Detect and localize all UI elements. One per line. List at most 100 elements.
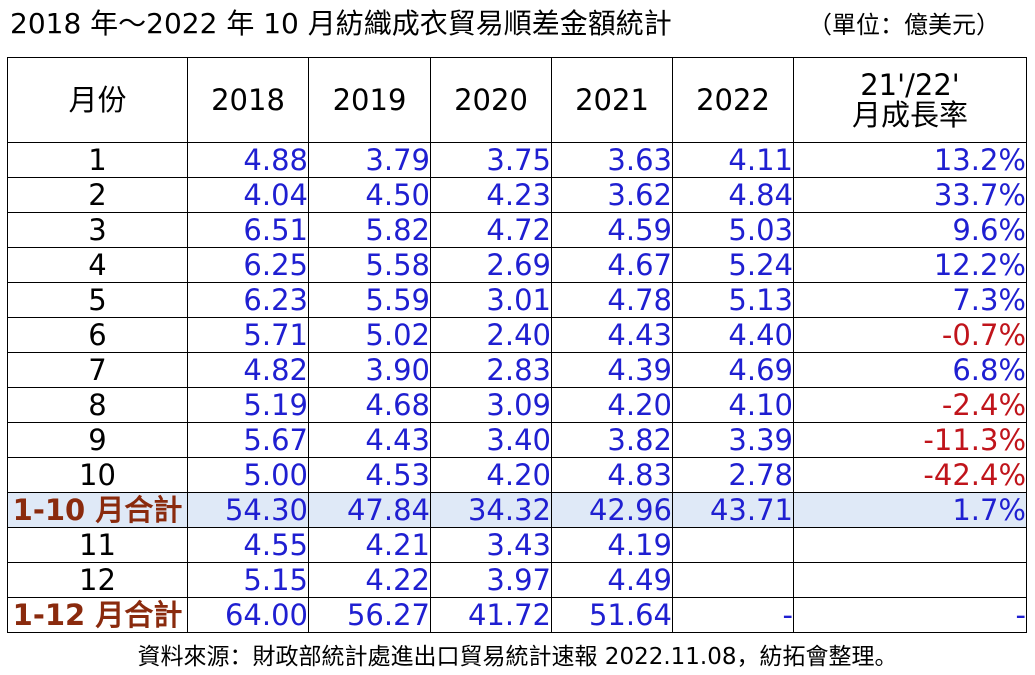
table-row: 3 6.51 5.82 4.72 4.59 5.03 9.6% — [7, 212, 1027, 248]
value-cell-2018: 4.82 — [187, 352, 309, 388]
month-cell: 7 — [7, 352, 188, 388]
value-cell-2019: 3.79 — [308, 142, 431, 178]
value-cell-2019: 47.84 — [308, 492, 431, 528]
value-cell-2022: 43.71 — [672, 492, 794, 528]
month-cell: 9 — [7, 422, 188, 458]
value-cell-2020: 3.75 — [430, 142, 552, 178]
value-cell-2019: 5.82 — [308, 212, 431, 248]
col-header-2020: 2020 — [430, 57, 552, 143]
growth-cell — [793, 527, 1027, 563]
value-cell-2021: 4.43 — [551, 317, 673, 353]
value-cell-2022 — [672, 562, 794, 598]
value-cell-2021: 3.82 — [551, 422, 673, 458]
month-cell: 12 — [7, 562, 188, 598]
month-cell: 4 — [7, 247, 188, 283]
header-row: 月份 2018 2019 2020 2021 2022 21'/22' 月成長率 — [7, 57, 1027, 143]
month-cell: 8 — [7, 387, 188, 423]
value-cell-2019: 5.02 — [308, 317, 431, 353]
value-cell-2020: 34.32 — [430, 492, 552, 528]
value-cell-2018: 4.88 — [187, 142, 309, 178]
value-cell-2021: 3.62 — [551, 177, 673, 213]
trade-surplus-table: 月份 2018 2019 2020 2021 2022 21'/22' 月成長率… — [7, 57, 1027, 633]
value-cell-2018: 5.67 — [187, 422, 309, 458]
value-cell-2019: 4.22 — [308, 562, 431, 598]
value-cell-2019: 56.27 — [308, 597, 431, 633]
value-cell-2018: 6.23 — [187, 282, 309, 318]
value-cell-2021: 4.59 — [551, 212, 673, 248]
value-cell-2020: 3.43 — [430, 527, 552, 563]
growth-cell: 7.3% — [793, 282, 1027, 318]
value-cell-2021: 42.96 — [551, 492, 673, 528]
value-cell-2021: 3.63 — [551, 142, 673, 178]
growth-cell: 13.2% — [793, 142, 1027, 178]
growth-cell: -0.7% — [793, 317, 1027, 353]
table-row: 1 4.88 3.79 3.75 3.63 4.11 13.2% — [7, 142, 1027, 178]
total-row: 1-10 月合計 54.30 47.84 34.32 42.96 43.71 1.7% — [7, 492, 1027, 528]
value-cell-2022: - — [672, 597, 794, 633]
value-cell-2018: 4.04 — [187, 177, 309, 213]
value-cell-2019: 4.50 — [308, 177, 431, 213]
value-cell-2021: 4.49 — [551, 562, 673, 598]
value-cell-2020: 3.97 — [430, 562, 552, 598]
growth-cell — [793, 562, 1027, 598]
value-cell-2022: 5.03 — [672, 212, 794, 248]
value-cell-2019: 4.53 — [308, 457, 431, 493]
unit-label: （單位：億美元） — [808, 11, 1000, 39]
value-cell-2020: 2.69 — [430, 247, 552, 283]
table-row: 5 6.23 5.59 3.01 4.78 5.13 7.3% — [7, 282, 1027, 318]
value-cell-2022: 4.84 — [672, 177, 794, 213]
value-cell-2019: 5.59 — [308, 282, 431, 318]
table-row: 10 5.00 4.53 4.20 4.83 2.78 -42.4% — [7, 457, 1027, 493]
value-cell-2022: 2.78 — [672, 457, 794, 493]
growth-cell: 6.8% — [793, 352, 1027, 388]
value-cell-2018: 64.00 — [187, 597, 309, 633]
value-cell-2022: 5.24 — [672, 247, 794, 283]
value-cell-2019: 4.21 — [308, 527, 431, 563]
value-cell-2018: 54.30 — [187, 492, 309, 528]
source-footnote: 資料來源：財政部統計處進出口貿易統計速報 2022.11.08，紡拓會整理。 — [137, 644, 898, 670]
value-cell-2020: 4.23 — [430, 177, 552, 213]
table-row: 6 5.71 5.02 2.40 4.43 4.40 -0.7% — [7, 317, 1027, 353]
month-cell: 1-10 月合計 — [7, 492, 188, 528]
growth-cell: 1.7% — [793, 492, 1027, 528]
col-header-growth-line2: 月成長率 — [851, 98, 968, 132]
value-cell-2020: 3.01 — [430, 282, 552, 318]
value-cell-2022: 4.10 — [672, 387, 794, 423]
month-cell: 2 — [7, 177, 188, 213]
value-cell-2018: 6.25 — [187, 247, 309, 283]
col-header-2019: 2019 — [308, 57, 431, 143]
col-header-2018: 2018 — [187, 57, 309, 143]
table-row: 12 5.15 4.22 3.97 4.49 — [7, 562, 1027, 598]
col-header-2022: 2022 — [672, 57, 794, 143]
value-cell-2018: 4.55 — [187, 527, 309, 563]
value-cell-2022: 5.13 — [672, 282, 794, 318]
value-cell-2020: 4.20 — [430, 457, 552, 493]
growth-cell: 33.7% — [793, 177, 1027, 213]
value-cell-2021: 4.78 — [551, 282, 673, 318]
value-cell-2018: 5.19 — [187, 387, 309, 423]
month-cell: 6 — [7, 317, 188, 353]
month-cell: 10 — [7, 457, 188, 493]
value-cell-2021: 4.20 — [551, 387, 673, 423]
value-cell-2019: 3.90 — [308, 352, 431, 388]
month-cell: 3 — [7, 212, 188, 248]
growth-cell: -11.3% — [793, 422, 1027, 458]
col-header-growth: 21'/22' 月成長率 — [793, 57, 1027, 143]
growth-cell: - — [793, 597, 1027, 633]
value-cell-2018: 5.71 — [187, 317, 309, 353]
value-cell-2020: 4.72 — [430, 212, 552, 248]
value-cell-2021: 4.67 — [551, 247, 673, 283]
value-cell-2018: 5.15 — [187, 562, 309, 598]
page-title: 2018 年～2022 年 10 月紡織成衣貿易順差金額統計 — [10, 7, 672, 40]
table-row: 8 5.19 4.68 3.09 4.20 4.10 -2.4% — [7, 387, 1027, 423]
month-cell: 1 — [7, 142, 188, 178]
value-cell-2021: 4.83 — [551, 457, 673, 493]
col-header-month: 月份 — [7, 57, 188, 143]
growth-cell: 9.6% — [793, 212, 1027, 248]
value-cell-2018: 6.51 — [187, 212, 309, 248]
value-cell-2020: 2.83 — [430, 352, 552, 388]
value-cell-2020: 41.72 — [430, 597, 552, 633]
growth-cell: -42.4% — [793, 457, 1027, 493]
table-row: 2 4.04 4.50 4.23 3.62 4.84 33.7% — [7, 177, 1027, 213]
value-cell-2018: 5.00 — [187, 457, 309, 493]
